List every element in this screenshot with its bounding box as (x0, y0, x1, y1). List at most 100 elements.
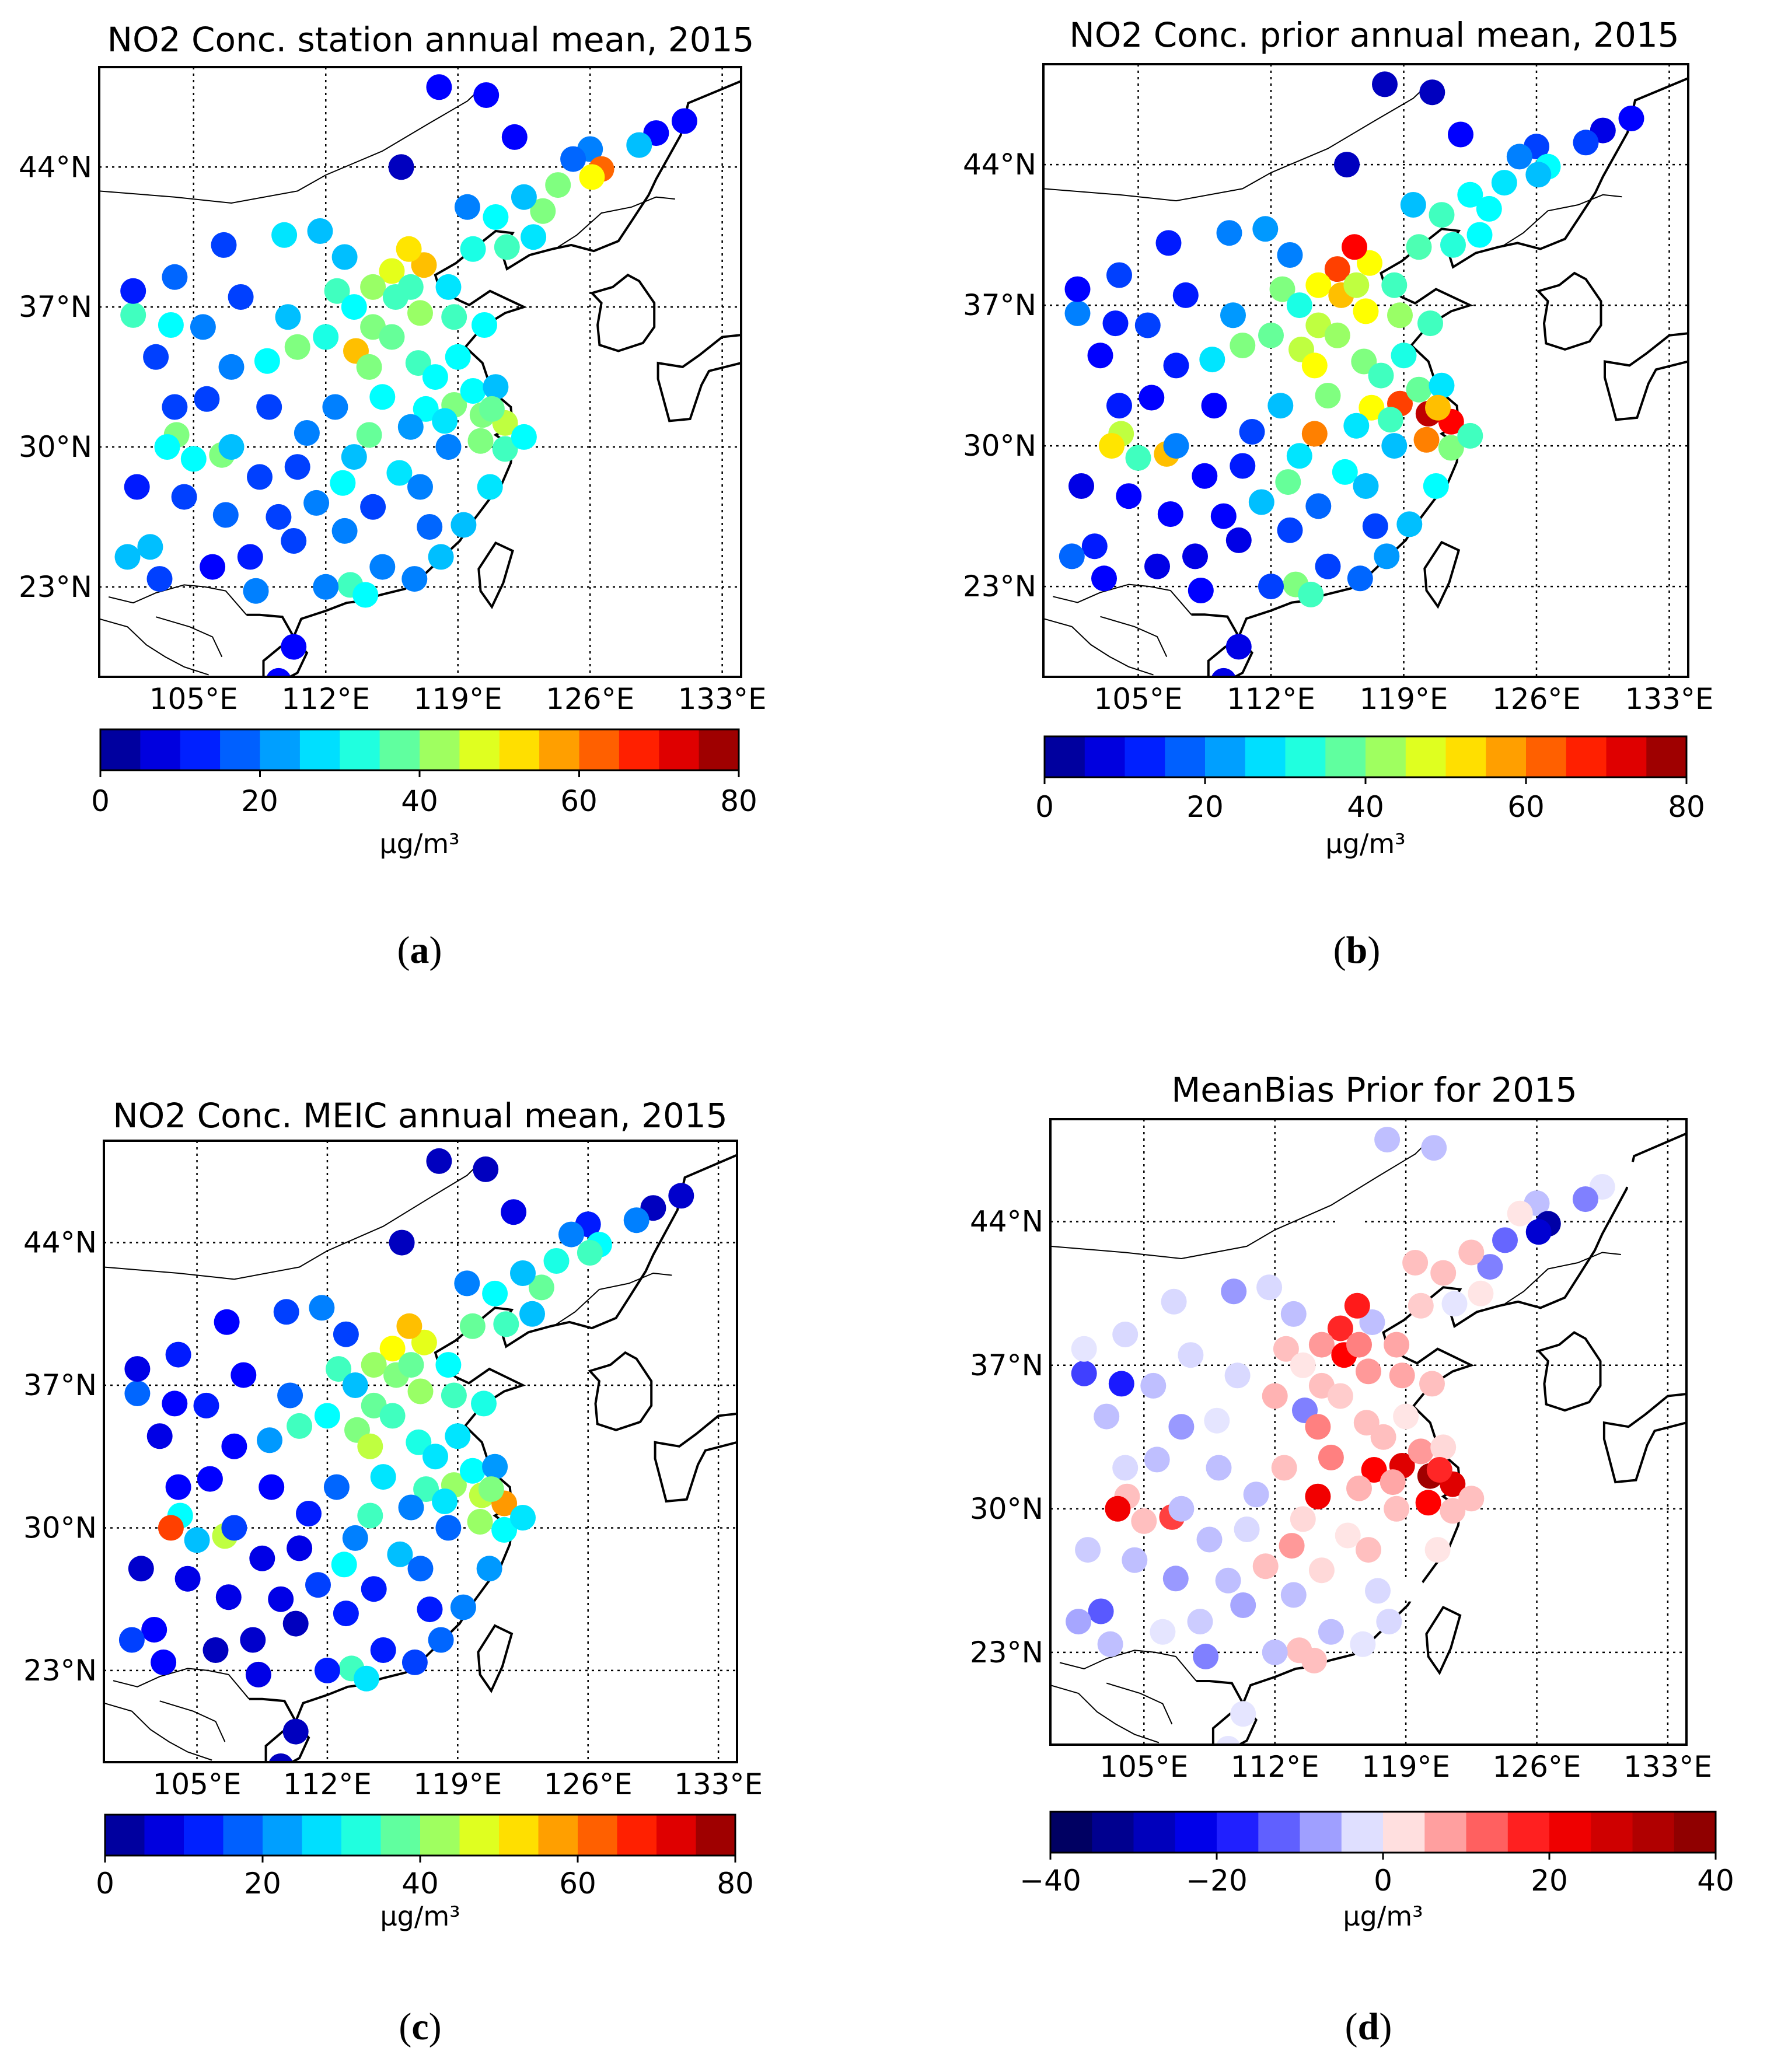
station-point (357, 1433, 383, 1459)
station-point (1192, 463, 1218, 489)
station-point (1440, 1498, 1466, 1524)
lat-label: 44°N (970, 1205, 1043, 1239)
station-point (1068, 473, 1094, 499)
panel-d: MeanBias Prior for 2015 23°N 30°N 37°N 44°N… (970, 1070, 1734, 2048)
country-border (1059, 1650, 1197, 1682)
panel-b-cbar-tick: 60 (1507, 790, 1545, 824)
lon-label: 126°E (546, 682, 634, 716)
station-point (1408, 1438, 1434, 1465)
station-point (218, 354, 245, 380)
station-point (422, 1444, 448, 1470)
station-point (445, 344, 471, 370)
station-point (1315, 553, 1341, 579)
station-point (454, 194, 480, 220)
panel-b-colorbar (1043, 735, 1688, 784)
station-point (1430, 1434, 1457, 1460)
station-point (1359, 394, 1385, 421)
station-point (1573, 130, 1599, 156)
station-point (211, 232, 237, 258)
station-point (356, 354, 382, 380)
station-point (1315, 383, 1341, 408)
country-border (1106, 1682, 1173, 1725)
colorbar-segment (1133, 1812, 1176, 1853)
station-point (309, 1295, 335, 1321)
station-point (460, 378, 486, 404)
station-point (1267, 393, 1294, 419)
colorbar-segment (144, 1815, 184, 1856)
station-point (1286, 443, 1312, 469)
station-point (354, 1665, 379, 1692)
station-point (471, 1390, 497, 1417)
station-point (323, 1474, 350, 1500)
station-point (435, 1352, 462, 1378)
panel-a-cbar-tick: 40 (401, 784, 438, 818)
station-point (479, 396, 505, 422)
map-frame-border (1042, 63, 1689, 678)
lon-label: 119°E (414, 682, 502, 716)
station-point (1216, 1736, 1241, 1745)
map-frame-border (103, 1140, 738, 1763)
station-point (342, 1525, 368, 1551)
station-point (1419, 79, 1445, 106)
panel-c-cbar-tick: 40 (401, 1867, 439, 1900)
station-point (1318, 1444, 1344, 1470)
station-point (473, 82, 500, 108)
station-point (1290, 1506, 1316, 1532)
colorbar-segment (1466, 1812, 1508, 1853)
panel-d-cbar-tick: 20 (1531, 1864, 1568, 1898)
station-point (483, 374, 509, 400)
station-point (190, 314, 216, 340)
colorbar-segment (539, 729, 580, 770)
colorbar-segment (184, 1815, 224, 1856)
station-point (379, 324, 405, 350)
station-point (405, 350, 431, 376)
colorbar-segment (1383, 1812, 1425, 1853)
station-point (386, 460, 413, 486)
station-point (1305, 312, 1332, 338)
station-point (1458, 1239, 1485, 1266)
colorbar-segment (459, 729, 500, 770)
panel-c-caption: (c) (399, 2005, 441, 2048)
station-point (1106, 393, 1132, 419)
colorbar-segment (538, 1815, 578, 1856)
station-point (296, 1501, 322, 1526)
station-point (273, 1299, 299, 1325)
station-point (379, 1336, 406, 1362)
station-point (1188, 578, 1214, 603)
station-point (387, 1541, 413, 1567)
station-point (1290, 1352, 1316, 1378)
station-point (467, 1509, 493, 1535)
station-point (151, 1649, 177, 1675)
colorbar-segment (299, 729, 340, 770)
colorbar-segment (1507, 1812, 1550, 1853)
station-point (1402, 1250, 1429, 1276)
station-point (228, 284, 254, 310)
station-point (441, 1382, 467, 1409)
station-point (1440, 232, 1466, 258)
station-point (1116, 483, 1142, 509)
station-point (1162, 1566, 1189, 1592)
station-point (1234, 1517, 1260, 1542)
colorbar-segment (1217, 1812, 1259, 1853)
station-point (389, 1229, 415, 1256)
station-point (197, 1466, 223, 1492)
lon-label: 119°E (413, 1767, 502, 1801)
station-point (1206, 1455, 1232, 1481)
station-point (1466, 222, 1493, 248)
taiwan-outline (477, 1624, 514, 1693)
colorbar-segment (699, 729, 739, 770)
station-point (454, 1270, 480, 1297)
colorbar-segment (578, 1815, 618, 1856)
station-point (1172, 282, 1199, 308)
station-point (369, 554, 396, 580)
panel-b-cbar-tick: 0 (1035, 790, 1054, 824)
station-point (120, 278, 146, 304)
station-point (422, 364, 448, 390)
lon-label: 133°E (678, 682, 767, 716)
station-point (1081, 533, 1108, 560)
station-point (1220, 302, 1246, 329)
station-point (491, 1517, 518, 1543)
station-point (1365, 1578, 1391, 1604)
country-border (155, 616, 223, 658)
station-point (1376, 1609, 1402, 1635)
